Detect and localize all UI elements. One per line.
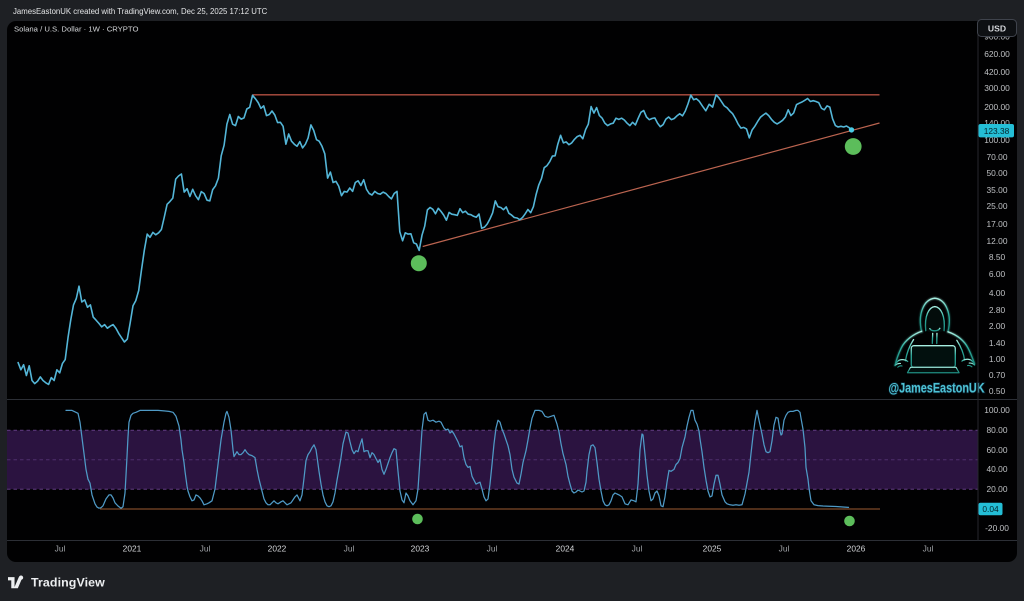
svg-text:0.04: 0.04 xyxy=(982,504,999,514)
svg-text:50.00: 50.00 xyxy=(987,168,1008,178)
svg-text:20.00: 20.00 xyxy=(987,484,1008,494)
svg-text:620.00: 620.00 xyxy=(984,49,1010,59)
svg-text:35.00: 35.00 xyxy=(987,185,1008,195)
svg-text:-20.00: -20.00 xyxy=(985,523,1009,533)
svg-text:40.00: 40.00 xyxy=(987,464,1008,474)
svg-text:USD: USD xyxy=(988,23,1006,33)
svg-text:80.00: 80.00 xyxy=(987,425,1008,435)
svg-text:1.00: 1.00 xyxy=(989,354,1006,364)
svg-text:Jul: Jul xyxy=(344,544,355,554)
svg-text:Jul: Jul xyxy=(779,544,790,554)
svg-text:2023: 2023 xyxy=(411,544,430,554)
svg-text:Jul: Jul xyxy=(200,544,211,554)
svg-text:Jul: Jul xyxy=(55,544,66,554)
svg-text:0.50: 0.50 xyxy=(989,386,1006,396)
svg-text:12.00: 12.00 xyxy=(987,236,1008,246)
svg-text:123.38: 123.38 xyxy=(984,126,1010,136)
svg-text:2.80: 2.80 xyxy=(989,305,1006,315)
svg-text:2026: 2026 xyxy=(847,544,866,554)
svg-text:JamesEastonUK created with Tra: JamesEastonUK created with TradingView.c… xyxy=(13,7,268,16)
svg-text:@JamesEastonUK: @JamesEastonUK xyxy=(889,380,985,396)
svg-text:60.00: 60.00 xyxy=(987,445,1008,455)
svg-text:70.00: 70.00 xyxy=(987,152,1008,162)
svg-text:4.00: 4.00 xyxy=(989,288,1006,298)
svg-text:Solana / U.S. Dollar · 1W · CR: Solana / U.S. Dollar · 1W · CRYPTO xyxy=(14,24,138,33)
svg-text:17.00: 17.00 xyxy=(987,219,1008,229)
svg-text:2.00: 2.00 xyxy=(989,321,1006,331)
svg-text:2021: 2021 xyxy=(123,544,142,554)
svg-text:Jul: Jul xyxy=(923,544,934,554)
svg-text:140.00: 140.00 xyxy=(984,118,1010,128)
svg-text:100.00: 100.00 xyxy=(984,405,1010,415)
svg-text:2024: 2024 xyxy=(556,544,575,554)
svg-text:200.00: 200.00 xyxy=(984,102,1010,112)
svg-text:1.40: 1.40 xyxy=(989,338,1006,348)
svg-text:2022: 2022 xyxy=(268,544,287,554)
svg-text:Jul: Jul xyxy=(487,544,498,554)
svg-text:6.00: 6.00 xyxy=(989,269,1006,279)
svg-text:420.00: 420.00 xyxy=(984,67,1010,77)
svg-text:8.50: 8.50 xyxy=(989,252,1006,262)
svg-text:2025: 2025 xyxy=(703,544,722,554)
svg-text:TradingView: TradingView xyxy=(31,576,105,590)
svg-text:25.00: 25.00 xyxy=(987,201,1008,211)
svg-text:100.00: 100.00 xyxy=(984,135,1010,145)
svg-text:300.00: 300.00 xyxy=(984,83,1010,93)
svg-text:0.70: 0.70 xyxy=(989,370,1006,380)
svg-text:Jul: Jul xyxy=(632,544,643,554)
